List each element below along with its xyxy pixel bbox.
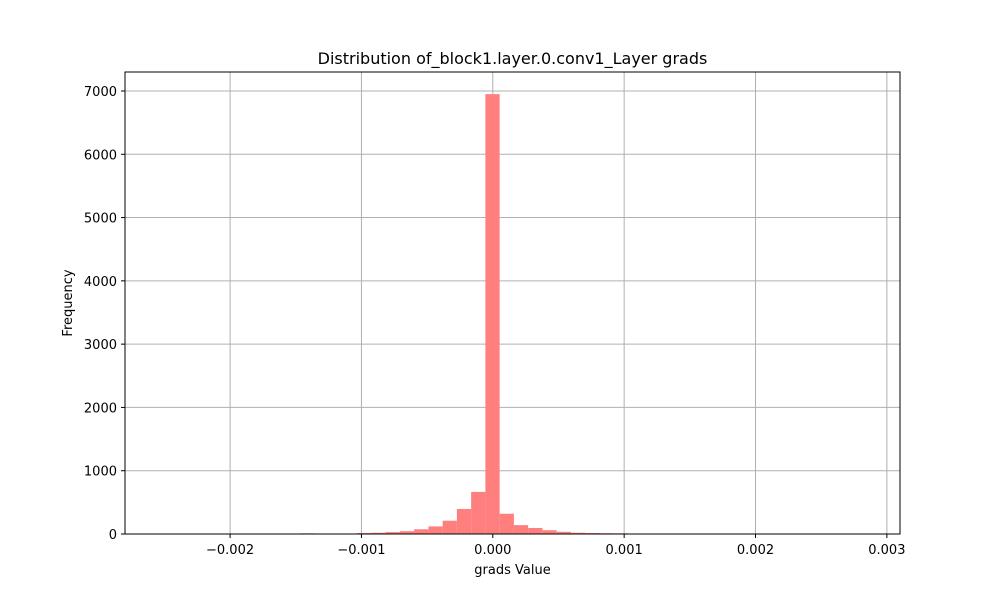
histogram-bar (542, 530, 557, 534)
histogram-bar (513, 525, 529, 534)
y-tick-label: 5000 (84, 212, 117, 227)
histogram-bar (485, 94, 500, 534)
y-tick-label: 0 (109, 528, 117, 543)
histogram-bar (385, 532, 400, 534)
y-tick-label: 3000 (84, 338, 117, 353)
chart-title: Distribution of_block1.layer.0.conv1_Lay… (318, 49, 708, 69)
y-tick-label: 6000 (84, 148, 117, 163)
x-tick-label: −0.001 (337, 543, 385, 558)
histogram-bar (556, 531, 571, 534)
histogram-bar (499, 513, 514, 534)
histogram-bar (371, 532, 386, 534)
histogram-bar (570, 532, 586, 534)
grid-lines (125, 72, 900, 535)
y-axis-label: Frequency (61, 269, 76, 336)
x-tick-label: 0.003 (868, 543, 905, 558)
axes-frame (124, 71, 901, 535)
y-tick-label: 2000 (84, 401, 117, 416)
x-axis-label: grads Value (474, 563, 550, 578)
axis-ticks: −0.002 −0.001 0.000 0.001 0.002 0.003 0 1000 200… (84, 85, 906, 558)
histogram-bar (442, 520, 457, 534)
histogram-bar (414, 529, 429, 534)
histogram-bar (399, 531, 415, 534)
histogram-bar (528, 527, 543, 534)
y-tick-label: 1000 (84, 465, 117, 480)
x-tick-label: 0.002 (737, 543, 774, 558)
x-tick-label: −0.002 (206, 543, 254, 558)
histogram-bar (456, 509, 472, 534)
histogram-bars (143, 94, 856, 534)
histogram-bar (471, 491, 486, 534)
histogram-bar (428, 526, 443, 534)
y-tick-label: 7000 (84, 85, 117, 100)
x-tick-label: 0.000 (474, 543, 511, 558)
y-tick-label: 4000 (84, 275, 117, 290)
x-tick-label: 0.001 (606, 543, 643, 558)
